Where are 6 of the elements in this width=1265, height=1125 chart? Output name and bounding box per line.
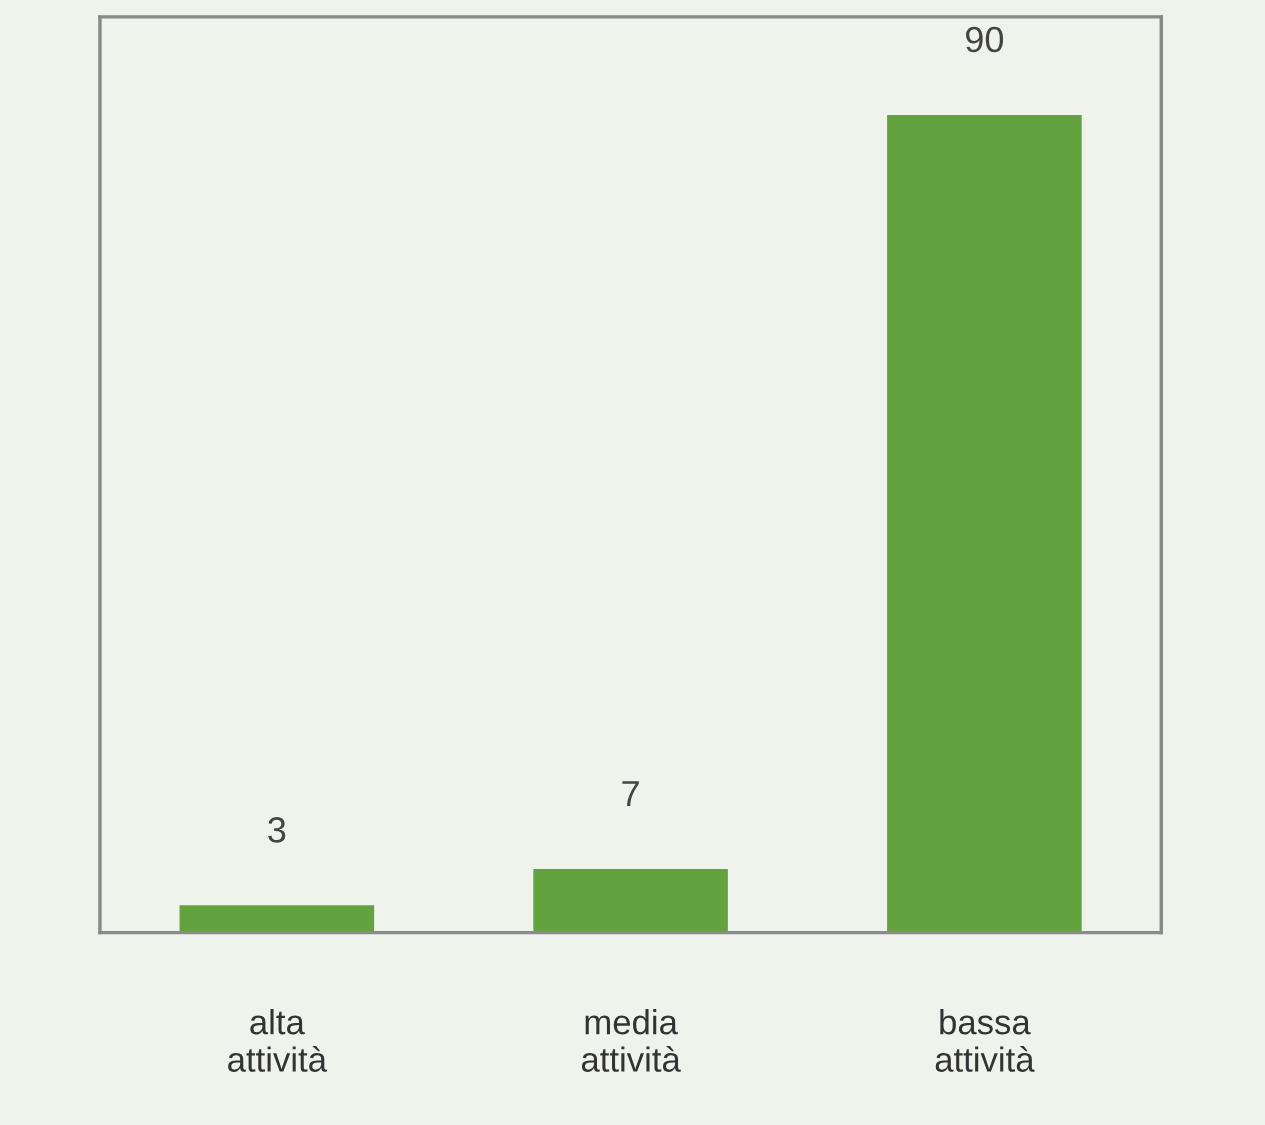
data-label: 90 xyxy=(965,26,1004,53)
x-tick-label: media attività xyxy=(581,1009,681,1072)
data-label: 7 xyxy=(622,781,639,806)
data-label: 3 xyxy=(268,817,286,843)
x-tick-label: alta attività xyxy=(228,1009,327,1072)
x-tick-label: bassa attività xyxy=(935,1009,1035,1072)
